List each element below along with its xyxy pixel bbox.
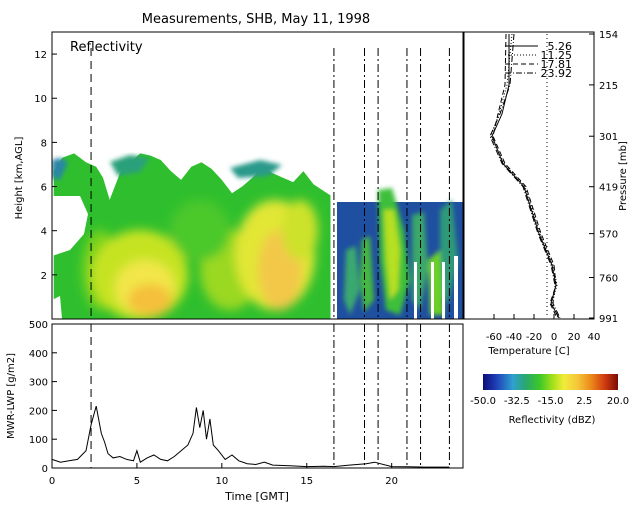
lwp-series-line [51,405,450,468]
reflectivity-y-label: Height [km,AGL] [14,137,25,220]
colorbar-ticks: -50.0 -32.5 -15.0 2.5 20.0 [470,396,629,407]
lwp-axes-frame [51,323,464,469]
temperature-tick-label: 40 [588,332,601,343]
temperature-axes-frame [463,31,595,320]
lwp-y-ticks: 0 100 200 300 400 500 [29,320,57,475]
pressure-tick-label: 154 [599,30,618,41]
reflectivity-panel: Reflectivity 2 4 6 8 10 12 Height [km,AGL] [14,31,464,320]
reflectivity-y-ticks: 2 4 6 8 10 12 [34,50,57,282]
lwp-panel: 0 100 200 300 400 500 0 5 10 15 20 MWR-LWP [g/m2]… [6,320,464,503]
legend-label: 5.26 [548,40,573,53]
colorbar-tick-label: -50.0 [470,396,496,407]
temperature-axis-label: Temperature [C] [487,346,569,357]
colorbar-label: Reflectivity (dBZ) [509,415,596,426]
x-tick-label: 10 [215,476,228,487]
pressure-tick-label: 760 [599,274,618,285]
reflectivity-field [52,48,463,319]
pressure-axis-label: Pressure [mb] [618,141,629,211]
y-tick-label: 0 [42,464,48,475]
x-tick-label: 5 [134,476,140,487]
temperature-tick-label: -60 [486,332,502,343]
temperature-line [490,33,559,319]
y-tick-label: 8 [41,138,47,149]
legend-label: 23.92 [541,67,573,80]
y-tick-label: 12 [34,50,47,61]
y-tick-label: 10 [34,94,47,105]
colorbar-tick-label: 20.0 [607,396,629,407]
second-segment-streaks [344,188,458,315]
cloud-core [82,200,318,319]
x-tick-label: 15 [300,476,313,487]
cloud-top-blue [52,155,282,180]
temperature-tick-label: -20 [526,332,542,343]
x-tick-label: 20 [385,476,398,487]
reflectivity-axes-frame [51,31,464,320]
temperature-x-ticks: -60 -40 -20 0 20 40 [486,314,601,343]
colorbar-tick-label: -15.0 [538,396,564,407]
legend-label: 11.25 [541,49,573,62]
x-tick-label: 0 [49,476,55,487]
pressure-tick-label: 419 [599,183,618,194]
lwp-vlines [90,324,450,468]
pressure-tick-label: 570 [599,230,618,241]
pressure-tick-label: 991 [599,314,618,325]
pressure-tick-label: 215 [599,81,618,92]
lwp-y-label: MWR-LWP [g/m2] [6,353,17,439]
temperature-line [489,33,561,319]
colorbar-tick-label: 2.5 [576,396,592,407]
colorbar-gradient [483,374,618,390]
colorbar-tick-label: -32.5 [504,396,530,407]
lwp-x-ticks: 0 5 10 15 20 [49,463,398,487]
y-tick-label: 4 [41,227,47,238]
reflectivity-colorbar: -50.0 -32.5 -15.0 2.5 20.0 Reflectivity (dBZ… [470,374,629,426]
y-tick-label: 200 [29,406,48,417]
lwp-x-label: Time [GMT] [224,490,289,503]
temperature-tick-label: -40 [506,332,522,343]
y-tick-label: 100 [29,435,48,446]
pressure-tick-label: 301 [599,132,618,143]
y-tick-label: 500 [29,320,48,331]
panel-label-reflectivity: Reflectivity [70,40,143,55]
pressure-ticks: 154 215 301 419 570 760 991 [589,30,618,325]
y-tick-label: 400 [29,349,48,360]
radar-vlines [90,48,450,319]
y-tick-label: 6 [41,183,47,194]
temperature-tick-label: 20 [568,332,581,343]
legend-label: 17.81 [541,58,573,71]
y-tick-label: 2 [41,271,47,282]
figure-title: Measurements, SHB, May 11, 1998 [142,12,370,27]
temperature-tick-label: 0 [551,332,557,343]
y-tick-label: 300 [29,378,48,389]
temperature-series [489,33,561,319]
